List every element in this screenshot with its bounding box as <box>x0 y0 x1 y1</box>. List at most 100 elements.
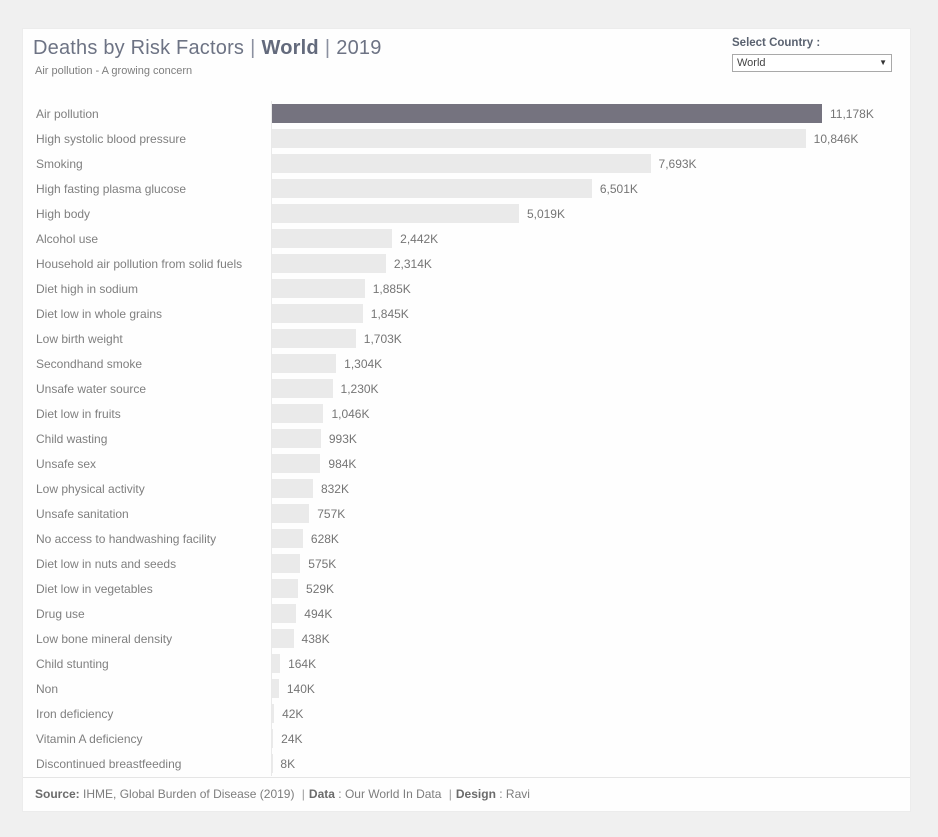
category-label: Child stunting <box>36 656 109 671</box>
value-label: 1,703K <box>363 331 402 346</box>
bar[interactable] <box>272 479 313 498</box>
title-separator-1: | <box>250 37 256 59</box>
bar[interactable] <box>272 229 393 248</box>
chart-row: Unsafe sanitation 757K <box>23 501 910 526</box>
value-label: 984K <box>328 456 357 471</box>
bar[interactable] <box>272 104 822 123</box>
chart-row: Diet low in vegetables 529K <box>23 576 910 601</box>
footer-separator-1: | <box>301 787 305 801</box>
footer-source-text: IHME, Global Burden of Disease (2019) <box>79 787 298 801</box>
value-label: 1,885K <box>372 281 411 296</box>
bar[interactable] <box>272 504 310 523</box>
value-label: 11,178K <box>830 106 874 121</box>
country-selector: Select Country : World ▼ <box>732 37 894 72</box>
bar[interactable] <box>272 279 365 298</box>
bar[interactable] <box>272 704 275 723</box>
bar[interactable] <box>272 604 297 623</box>
category-label: High body <box>36 206 91 221</box>
country-selector-label: Select Country : <box>732 37 821 49</box>
title-separator-2: | <box>324 37 331 59</box>
category-label: Low birth weight <box>36 331 123 346</box>
category-label: Diet low in whole grains <box>36 306 163 321</box>
value-label: 24K <box>281 731 303 746</box>
category-label: Alcohol use <box>36 231 99 246</box>
dashboard-card: Deaths by Risk Factors | World | 2019 Air po… <box>22 28 911 812</box>
chart-row: Unsafe sex 984K <box>23 451 910 476</box>
category-label: High systolic blood pressure <box>36 131 187 146</box>
bar-track: 8K <box>271 751 910 776</box>
bar-track: 1,885K <box>271 276 910 301</box>
chart-row: Drug use 494K <box>23 601 910 626</box>
bar-track: 438K <box>271 626 910 651</box>
bar[interactable] <box>272 529 303 548</box>
category-label: Diet low in fruits <box>36 406 121 421</box>
bar[interactable] <box>272 379 333 398</box>
bar[interactable] <box>272 454 321 473</box>
bar[interactable] <box>272 304 363 323</box>
bar[interactable] <box>272 329 356 348</box>
country-select-dropdown[interactable]: World ▼ <box>732 54 892 72</box>
value-label: 5,019K <box>526 206 565 221</box>
bar[interactable] <box>272 554 301 573</box>
bar-track: 575K <box>271 551 910 576</box>
bar[interactable] <box>272 429 321 448</box>
chart-row: High body 5,019K <box>23 201 910 226</box>
bar[interactable] <box>272 629 294 648</box>
category-label: High fasting plasma glucose <box>36 181 187 196</box>
category-label: Secondhand smoke <box>36 356 143 371</box>
bar-track: 5,019K <box>271 201 910 226</box>
category-label: Low physical activity <box>36 481 145 496</box>
bar-track: 2,442K <box>271 226 910 251</box>
bar[interactable] <box>272 354 337 373</box>
value-label: 8K <box>280 756 296 771</box>
value-label: 10,846K <box>813 131 859 146</box>
page-title: Deaths by Risk Factors | World | 2019 <box>33 37 382 60</box>
category-label: Air pollution <box>36 106 99 121</box>
bar-track: 140K <box>271 676 910 701</box>
bar-track: 757K <box>271 501 910 526</box>
chart-row: High fasting plasma glucose 6,501K <box>23 176 910 201</box>
value-label: 140K <box>286 681 315 696</box>
bar-track: 1,703K <box>271 326 910 351</box>
chart-row: High systolic blood pressure 10,846K <box>23 126 910 151</box>
bar[interactable] <box>272 654 281 673</box>
footer-data-label: Data <box>308 787 335 801</box>
bar-track: 984K <box>271 451 910 476</box>
footer-design-text: : Ravi <box>495 787 530 801</box>
category-label: Household air pollution from solid fuels <box>36 256 243 271</box>
bar[interactable] <box>272 129 806 148</box>
chart-row: Low birth weight 1,703K <box>23 326 910 351</box>
chart-row: Unsafe water source 1,230K <box>23 376 910 401</box>
chart-row: Discontinued breastfeeding 8K <box>23 751 910 776</box>
value-label: 2,314K <box>393 256 432 271</box>
chart-row: Vitamin A deficiency 24K <box>23 726 910 751</box>
page-subtitle: Air pollution - A growing concern <box>35 65 193 77</box>
bar[interactable] <box>272 154 651 173</box>
category-label: Unsafe water source <box>36 381 147 396</box>
value-label: 529K <box>306 581 335 596</box>
value-label: 1,845K <box>370 306 409 321</box>
bar-track: 6,501K <box>271 176 910 201</box>
bar[interactable] <box>272 254 386 273</box>
bar[interactable] <box>272 179 592 198</box>
chart-row: Diet low in whole grains 1,845K <box>23 301 910 326</box>
value-label: 2,442K <box>400 231 439 246</box>
bar[interactable] <box>272 679 279 698</box>
footer-divider <box>23 777 910 778</box>
category-label: Low bone mineral density <box>36 631 173 646</box>
footer-source-label: Source: <box>35 787 80 801</box>
bar[interactable] <box>272 204 519 223</box>
bar-chart: Air pollution 11,178K High systolic blood … <box>23 101 910 776</box>
chevron-down-icon: ▼ <box>879 58 887 67</box>
category-label: Unsafe sanitation <box>36 506 129 521</box>
bar[interactable] <box>272 404 324 423</box>
bar[interactable] <box>272 729 274 748</box>
bar[interactable] <box>272 579 299 598</box>
bar-track: 832K <box>271 476 910 501</box>
chart-row: Alcohol use 2,442K <box>23 226 910 251</box>
chart-row: Iron deficiency 42K <box>23 701 910 726</box>
category-label: Smoking <box>36 156 83 171</box>
value-label: 1,046K <box>331 406 370 421</box>
footer-design-label: Design <box>455 787 496 801</box>
chart-row: Diet low in fruits 1,046K <box>23 401 910 426</box>
